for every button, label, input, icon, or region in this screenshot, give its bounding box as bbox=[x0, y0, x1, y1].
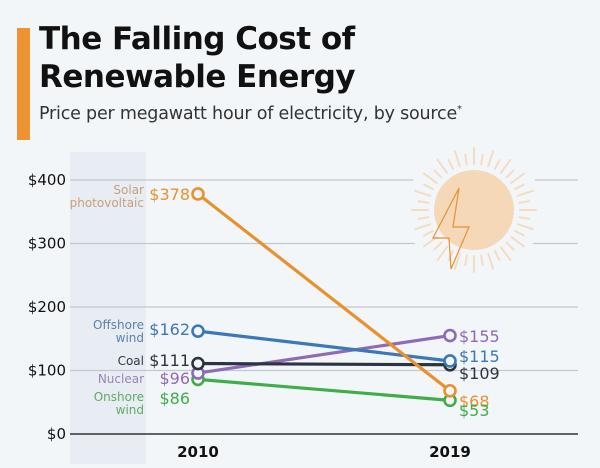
sun-ray bbox=[433, 241, 443, 251]
data-label-2019: $109 bbox=[459, 364, 500, 383]
sun-ray bbox=[417, 200, 430, 204]
sun-ray bbox=[493, 159, 501, 171]
sun-ray bbox=[417, 216, 430, 220]
series-name-label: Nuclear bbox=[98, 372, 144, 386]
sun-ray bbox=[500, 158, 512, 174]
sun-ray bbox=[433, 169, 443, 179]
sun-ray bbox=[505, 169, 515, 179]
sun-ray bbox=[505, 241, 515, 251]
title-accent-bar bbox=[17, 28, 30, 140]
y-tick-label: $300 bbox=[28, 235, 66, 253]
sun-ray bbox=[447, 159, 455, 171]
footnote-mark: * bbox=[457, 104, 462, 115]
y-tick-label: $100 bbox=[28, 362, 66, 380]
series-line bbox=[196, 361, 452, 367]
sun-ray bbox=[500, 246, 512, 262]
x-axis-ticks: 2010 2019 bbox=[177, 443, 471, 461]
sun-ray bbox=[510, 236, 526, 248]
series-name-label: wind bbox=[116, 331, 144, 345]
series-name-label: Offshore bbox=[93, 318, 144, 332]
sun-ray bbox=[513, 183, 525, 191]
subtitle-text: Price per megawatt hour of electricity, … bbox=[39, 104, 458, 124]
sun-ray bbox=[516, 189, 534, 197]
sun-ray bbox=[518, 200, 531, 204]
data-label-2019: $115 bbox=[459, 347, 500, 366]
sun-ray bbox=[493, 249, 501, 261]
sun-ray bbox=[414, 189, 432, 197]
series-name-label: Coal bbox=[118, 354, 144, 368]
series-name-label: photovoltaic bbox=[70, 196, 144, 210]
series-name-label: Solar bbox=[113, 183, 144, 197]
y-axis-ticks: $0 $100 $200 $300 $400 bbox=[28, 171, 66, 443]
sun-ray bbox=[414, 223, 432, 231]
data-point bbox=[443, 354, 457, 368]
sun-ray bbox=[453, 252, 461, 270]
data-label-2019: $68 bbox=[459, 392, 490, 411]
sun-ray bbox=[516, 223, 534, 231]
series-line bbox=[196, 329, 452, 363]
series-solar-photovoltaic bbox=[191, 187, 457, 398]
sun-ray bbox=[453, 150, 461, 168]
data-point bbox=[443, 384, 457, 398]
x-tick-label: 2010 bbox=[177, 443, 219, 461]
series-offshore-wind bbox=[191, 324, 457, 368]
sun-ray bbox=[513, 229, 525, 237]
y-tick-label: $400 bbox=[28, 171, 66, 189]
title-line-1: The Falling Cost of bbox=[39, 21, 355, 57]
sun-ray bbox=[487, 252, 495, 270]
sun-ray bbox=[422, 172, 438, 184]
y-tick-label: $0 bbox=[47, 425, 66, 443]
data-label-2010: $111 bbox=[149, 351, 190, 370]
data-label-2019: $155 bbox=[459, 327, 500, 346]
title-line-2: Renewable Energy bbox=[39, 59, 356, 95]
sun-ray bbox=[487, 150, 495, 168]
sun-disc bbox=[434, 170, 514, 250]
series-nuclear bbox=[191, 328, 457, 380]
data-label-2019: $53 bbox=[459, 401, 490, 420]
sun-ray bbox=[447, 249, 455, 261]
sun-lightning-icon bbox=[406, 142, 542, 278]
highlight-band-2010 bbox=[70, 152, 146, 464]
data-label-2010: $86 bbox=[159, 389, 190, 408]
sun-ray bbox=[480, 254, 484, 267]
sun-ray bbox=[464, 153, 468, 166]
data-point bbox=[191, 324, 205, 338]
series-line bbox=[196, 192, 452, 393]
data-label-2010: $162 bbox=[149, 320, 190, 339]
sun-ray bbox=[480, 153, 484, 166]
sun-ray bbox=[423, 183, 435, 191]
series-line bbox=[196, 333, 452, 375]
sun-ray bbox=[518, 216, 531, 220]
data-point bbox=[191, 356, 205, 371]
series-onshore-wind bbox=[191, 372, 457, 408]
data-label-2010: $96 bbox=[159, 369, 190, 388]
sun-ray bbox=[510, 172, 526, 184]
sun-ray bbox=[464, 254, 468, 267]
lightning-bolt-icon bbox=[432, 187, 470, 270]
series-line bbox=[196, 377, 452, 402]
sun-ray bbox=[423, 229, 435, 237]
chart-title: The Falling Cost of Renewable Energy bbox=[39, 20, 356, 96]
y-tick-label: $200 bbox=[28, 298, 66, 316]
series-name-label: Onshore bbox=[94, 390, 144, 404]
x-tick-label: 2019 bbox=[429, 443, 471, 461]
chart-subtitle: Price per megawatt hour of electricity, … bbox=[39, 104, 462, 124]
series-lines bbox=[191, 187, 457, 408]
series-name-label: wind bbox=[116, 403, 144, 417]
sun-ray bbox=[422, 236, 438, 248]
data-point bbox=[443, 328, 457, 343]
sun-ray bbox=[436, 246, 448, 262]
data-label-2010: $378 bbox=[149, 185, 190, 204]
sun-ray bbox=[436, 158, 448, 174]
data-point bbox=[191, 187, 205, 201]
